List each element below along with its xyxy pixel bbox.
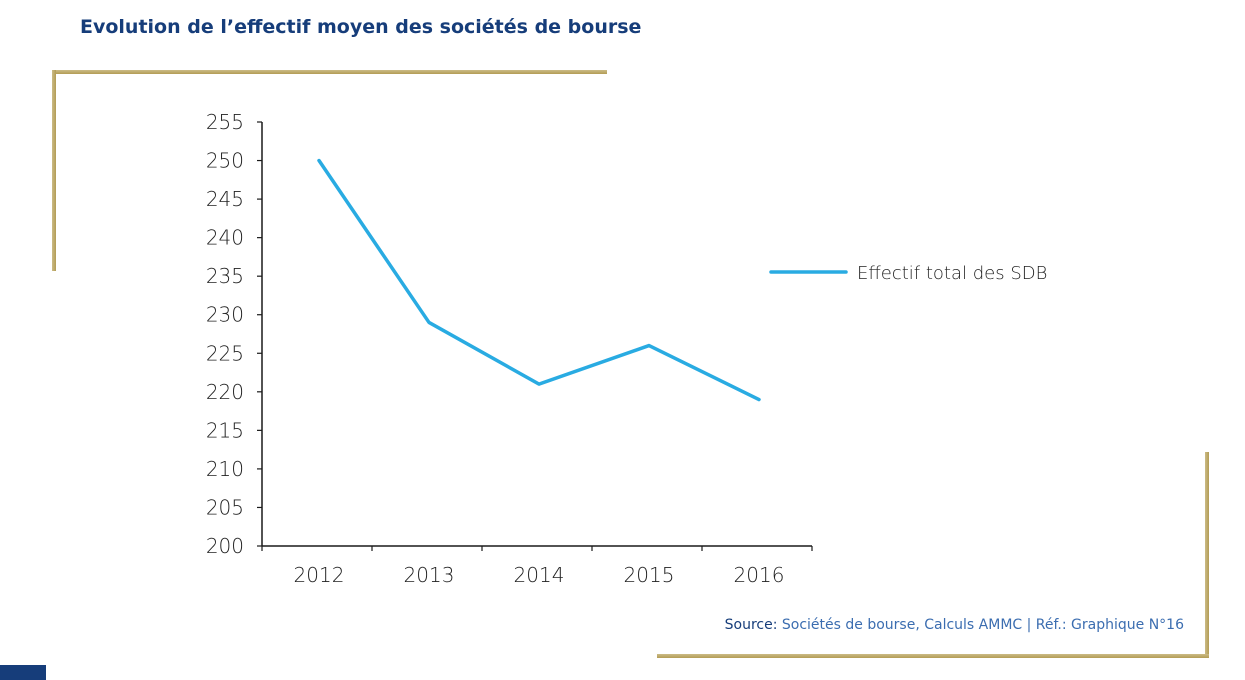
y-tick-label: 255 xyxy=(206,110,244,134)
y-tick-label: 250 xyxy=(206,149,244,173)
frame-left-bar xyxy=(52,70,56,271)
y-tick-label: 200 xyxy=(206,534,244,558)
x-tick-label: 2012 xyxy=(294,563,345,587)
series-line xyxy=(317,158,761,402)
y-tick-label: 235 xyxy=(206,264,244,288)
page-title: Evolution de l’effectif moyen des sociét… xyxy=(80,16,642,38)
y-tick-label: 245 xyxy=(206,187,244,211)
source-label: Source: xyxy=(724,617,778,633)
y-tick-label: 240 xyxy=(206,226,244,250)
y-tick-label: 210 xyxy=(206,457,244,481)
y-tick-label: 220 xyxy=(206,380,244,404)
x-tick-label: 2014 xyxy=(514,563,565,587)
source-text: Sociétés de bourse, Calculs AMMC | Réf.:… xyxy=(781,617,1184,633)
y-tick-label: 230 xyxy=(206,303,244,327)
corner-accent-block xyxy=(0,665,46,680)
y-tick-label: 205 xyxy=(206,495,244,519)
y-tick-label: 225 xyxy=(206,341,244,365)
x-tick-label: 2015 xyxy=(624,563,675,587)
frame-right-bar xyxy=(1205,452,1209,658)
x-tick-label: 2013 xyxy=(404,563,455,587)
legend-label: Effectif total des SDB xyxy=(857,263,1047,284)
frame-top-bar xyxy=(52,70,607,74)
y-tick-label: 215 xyxy=(206,418,244,442)
frame-bottom-bar xyxy=(657,654,1209,658)
x-tick-label: 2016 xyxy=(734,563,785,587)
source-note: Source: Sociétés de bourse, Calculs AMMC… xyxy=(725,617,1184,633)
